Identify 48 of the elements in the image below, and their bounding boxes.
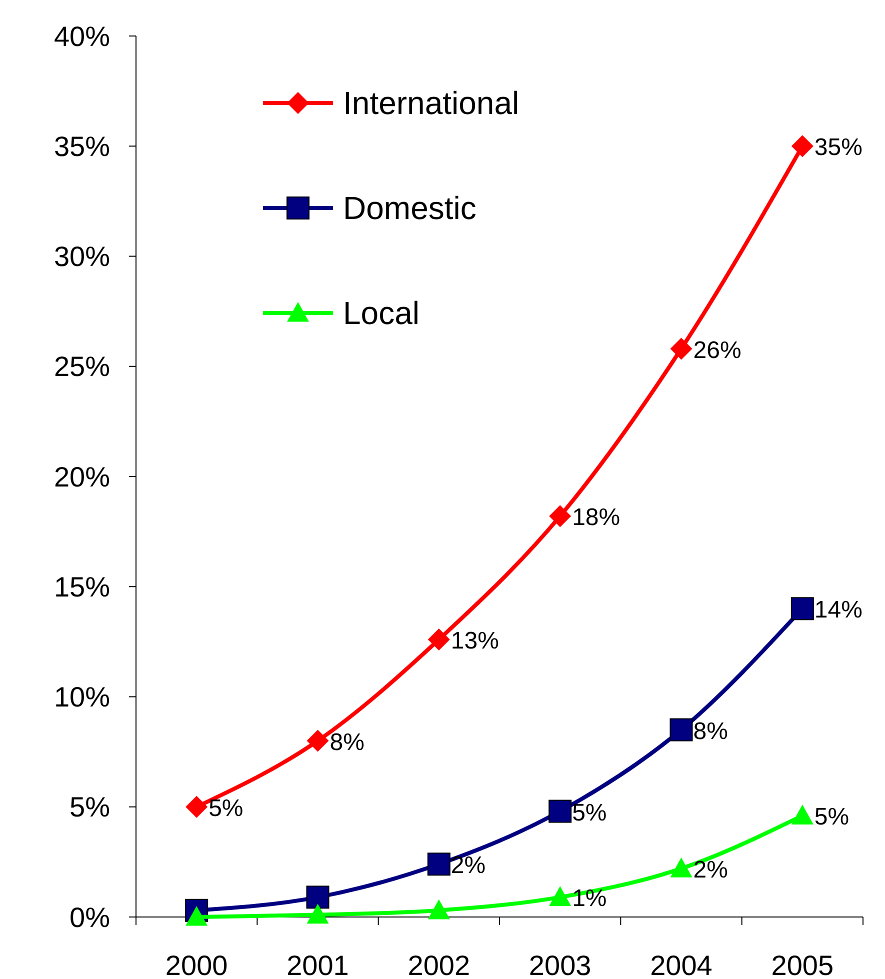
data-label: 2% <box>450 852 486 880</box>
data-label: 35% <box>814 134 862 162</box>
y-tick-label: 15% <box>54 571 110 602</box>
point <box>306 886 330 909</box>
x-tick-label: 2000 <box>165 950 228 979</box>
point <box>306 730 329 752</box>
point <box>670 858 692 878</box>
data-label: 5% <box>572 799 607 826</box>
y-tick-label: 5% <box>70 792 110 823</box>
legend-label: Local <box>343 295 420 332</box>
data-label: 18% <box>572 504 620 532</box>
data-label: 5% <box>208 794 244 822</box>
data-label: 8% <box>330 728 364 756</box>
point <box>428 899 450 920</box>
point <box>549 505 572 528</box>
point <box>306 904 329 924</box>
data-label: 26% <box>693 336 742 364</box>
point <box>790 597 814 620</box>
x-tick-label: 2004 <box>650 950 712 979</box>
y-tick-label: 35% <box>54 130 110 162</box>
point <box>427 852 450 876</box>
x-tick-label: 2002 <box>408 950 470 979</box>
legend-label: Domestic <box>343 190 476 226</box>
data-label: 2% <box>693 856 728 884</box>
point <box>791 135 814 158</box>
x-tick-label: 2003 <box>528 950 592 979</box>
data-label: 14% <box>814 596 862 624</box>
point <box>428 628 450 650</box>
y-tick-label: 10% <box>54 682 110 713</box>
x-tick-label: 2005 <box>771 950 834 979</box>
point <box>548 800 572 823</box>
legend-label: International <box>343 85 520 122</box>
data-label: 13% <box>450 627 499 654</box>
y-tick-label: 30% <box>54 241 110 272</box>
point <box>186 906 208 926</box>
y-tick-label: 0% <box>70 902 110 933</box>
point <box>670 338 692 360</box>
y-tick-label: 40% <box>54 20 110 52</box>
y-tick-label: 25% <box>54 351 110 382</box>
point <box>186 796 208 818</box>
data-label: 5% <box>814 804 850 831</box>
y-tick-label: 20% <box>54 461 110 492</box>
data-label: 1% <box>572 885 607 912</box>
point <box>549 886 572 906</box>
point <box>670 718 693 742</box>
point <box>791 804 814 824</box>
data-label: 8% <box>693 718 728 745</box>
x-tick-label: 2001 <box>286 950 349 979</box>
